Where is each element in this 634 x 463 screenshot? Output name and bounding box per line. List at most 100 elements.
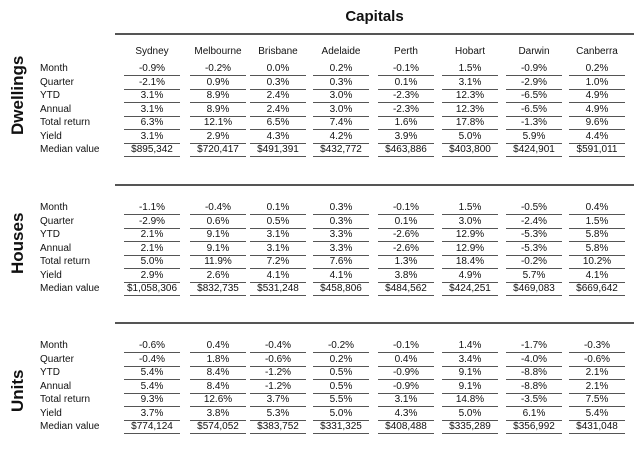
table-cell: 4.3% bbox=[394, 407, 418, 419]
column-header: Sydney bbox=[135, 46, 169, 57]
table-cell: 0.5% bbox=[329, 367, 353, 378]
cell-rule bbox=[569, 142, 625, 144]
table-cell: 2.9% bbox=[140, 269, 164, 281]
table-cell: 8.4% bbox=[206, 380, 230, 392]
table-cell: 3.1% bbox=[394, 394, 418, 405]
table-cell: -0.2% bbox=[520, 256, 548, 267]
row-label: Total return bbox=[40, 256, 91, 267]
cell-rule bbox=[250, 268, 306, 269]
column-header: Darwin bbox=[518, 46, 550, 57]
table-cell: -0.3% bbox=[583, 340, 611, 351]
table-cell: 3.8% bbox=[394, 269, 418, 281]
table-cell: 12.3% bbox=[455, 103, 485, 115]
table-cell: 4.1% bbox=[585, 269, 609, 281]
table-row: Yield 3.1% 2.9% 4.3% 4.2% 3.9% 5.0% 5.9% 4.4% bbox=[0, 131, 634, 144]
cell-rule bbox=[378, 406, 434, 407]
cell-rule bbox=[569, 241, 625, 242]
table-cell: 5.3% bbox=[266, 407, 290, 419]
cell-rule bbox=[506, 392, 562, 394]
table-cell: -5.3% bbox=[520, 242, 548, 254]
column-header: Perth bbox=[394, 46, 418, 57]
table-cell: $335,289 bbox=[449, 421, 491, 432]
cell-rule bbox=[378, 433, 434, 434]
table-cell: 9.6% bbox=[585, 117, 609, 128]
table-cell: 10.2% bbox=[582, 256, 612, 267]
table-cell: 0.1% bbox=[394, 76, 418, 88]
table-cell: $463,886 bbox=[385, 144, 427, 155]
table-cell: 4.1% bbox=[266, 269, 290, 281]
cell-rule bbox=[124, 102, 180, 103]
table-cell: 0.5% bbox=[329, 380, 353, 392]
cell-rule bbox=[442, 268, 498, 269]
table-cell: 9.3% bbox=[140, 394, 164, 405]
table-cell: -0.9% bbox=[520, 63, 548, 74]
table-cell: 12.3% bbox=[455, 90, 485, 101]
cell-rule bbox=[442, 88, 498, 90]
cell-rule bbox=[124, 433, 180, 434]
table-cell: 8.9% bbox=[206, 103, 230, 115]
cell-rule bbox=[250, 156, 306, 157]
table-cell: 3.7% bbox=[266, 394, 290, 405]
cell-rule bbox=[569, 88, 625, 90]
cell-rule bbox=[190, 295, 246, 296]
table-cell: 5.0% bbox=[329, 407, 353, 419]
table-cell: 7.5% bbox=[585, 394, 609, 405]
table-cell: 1.0% bbox=[585, 76, 609, 88]
cell-rule bbox=[250, 406, 306, 407]
table-row: Total return 6.3% 12.1% 6.5% 7.4% 1.6% 17.8% -1… bbox=[0, 117, 634, 130]
table-cell: 0.3% bbox=[329, 76, 353, 88]
cell-rule bbox=[569, 352, 625, 353]
cell-rule bbox=[378, 102, 434, 103]
cell-rule bbox=[569, 156, 625, 157]
table-cell: 5.0% bbox=[458, 130, 482, 142]
table-cell: 2.6% bbox=[206, 269, 230, 281]
cell-rule bbox=[190, 254, 246, 256]
cell-rule bbox=[569, 379, 625, 380]
column-header: Brisbane bbox=[258, 46, 298, 57]
cell-rule bbox=[313, 268, 369, 269]
table-row: Quarter -2.1% 0.9% 0.3% 0.3% 0.1% 3.1% -2.9% 1.0… bbox=[0, 77, 634, 90]
cell-rule bbox=[442, 419, 498, 421]
cell-rule bbox=[506, 406, 562, 407]
cell-rule bbox=[313, 281, 369, 283]
table-cell: -0.5% bbox=[520, 202, 548, 213]
cell-rule bbox=[506, 352, 562, 353]
cell-rule bbox=[250, 419, 306, 421]
table-row: Quarter -0.4% 1.8% -0.6% 0.2% 0.4% 3.4% -4.0% -0… bbox=[0, 354, 634, 367]
cell-rule bbox=[313, 254, 369, 256]
cell-rule bbox=[190, 392, 246, 394]
cell-rule bbox=[124, 129, 180, 130]
table-cell: 3.3% bbox=[329, 242, 353, 254]
table-cell: $403,800 bbox=[449, 144, 491, 155]
table-cell: -2.9% bbox=[520, 76, 548, 88]
column-header: Canberra bbox=[576, 46, 618, 57]
cell-rule bbox=[313, 365, 369, 367]
table-cell: 9.1% bbox=[206, 229, 230, 240]
row-label: Total return bbox=[40, 117, 91, 128]
table-cell: 4.4% bbox=[585, 130, 609, 142]
cell-rule bbox=[124, 115, 180, 117]
cell-rule bbox=[442, 281, 498, 283]
table-cell: $424,901 bbox=[513, 144, 555, 155]
cell-rule bbox=[569, 281, 625, 283]
cell-rule bbox=[569, 254, 625, 256]
cell-rule bbox=[506, 379, 562, 380]
cell-rule bbox=[506, 281, 562, 283]
cell-rule bbox=[190, 142, 246, 144]
title-divider bbox=[115, 33, 634, 35]
cell-rule bbox=[442, 142, 498, 144]
cell-rule bbox=[124, 392, 180, 394]
cell-rule bbox=[190, 156, 246, 157]
table-title: Capitals bbox=[345, 8, 404, 25]
table-cell: 0.2% bbox=[329, 353, 353, 365]
cell-rule bbox=[442, 227, 498, 229]
table-cell: 3.9% bbox=[394, 130, 418, 142]
table-cell: $432,772 bbox=[320, 144, 362, 155]
cell-rule bbox=[124, 352, 180, 353]
cell-rule bbox=[124, 281, 180, 283]
table-cell: 4.3% bbox=[266, 130, 290, 142]
table-cell: 0.3% bbox=[329, 202, 353, 213]
cell-rule bbox=[124, 406, 180, 407]
cell-rule bbox=[442, 365, 498, 367]
cell-rule bbox=[190, 268, 246, 269]
